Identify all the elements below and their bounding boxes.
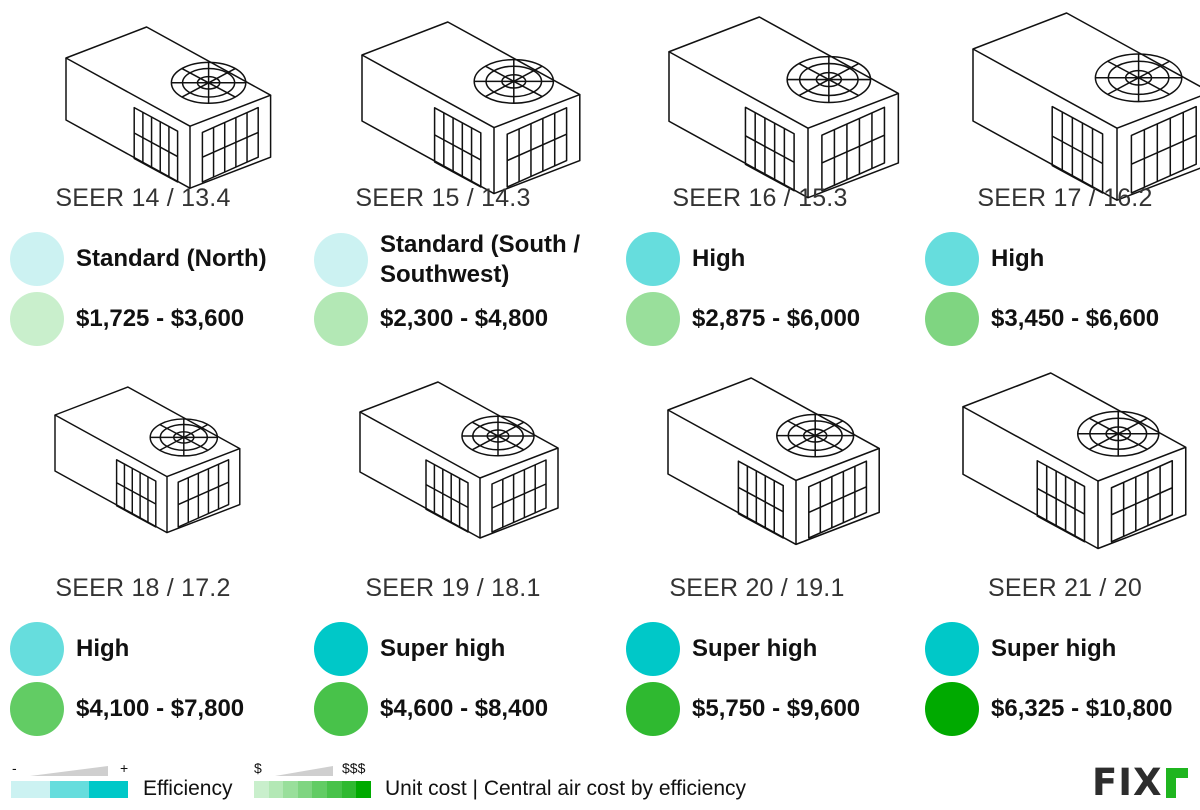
cost-row: $1,725 - $3,600 (10, 292, 244, 346)
ac-unit-icon (304, 381, 604, 560)
efficiency-label: Standard (North) (76, 245, 267, 272)
ac-unit-icon (616, 377, 916, 560)
efficiency-scale-bar (11, 781, 128, 798)
efficiency-dot (925, 232, 979, 286)
cost-dot (10, 682, 64, 736)
cost-min-label: $ (254, 760, 262, 776)
seer-rating: SEER 20 / 19.1 (669, 574, 845, 602)
efficiency-label: Standard (South / Southwest) (380, 231, 580, 288)
cost-dot (314, 292, 368, 346)
efficiency-dot (314, 233, 368, 287)
cost-dot (626, 292, 680, 346)
ac-unit-icon (616, 0, 916, 199)
efficiency-row: Super high (314, 622, 505, 676)
efficiency-label: High (991, 245, 1045, 272)
cost-row: $3,450 - $6,600 (925, 292, 1159, 346)
efficiency-ramp-icon (30, 766, 108, 776)
seer-rating: SEER 18 / 17.2 (55, 574, 231, 602)
efficiency-row: Standard (South / Southwest) (314, 230, 580, 290)
seer-rating: SEER 19 / 18.1 (365, 574, 541, 602)
seer-rating: SEER 17 / 16.2 (977, 184, 1153, 212)
cost-scale-bar (254, 781, 371, 798)
efficiency-min-label: - (12, 760, 17, 776)
efficiency-label: High (692, 245, 746, 272)
efficiency-label: Super high (692, 635, 818, 662)
cost-range: $1,725 - $3,600 (76, 305, 245, 332)
cost-range: $2,875 - $6,000 (692, 305, 861, 332)
ac-unit-icon (0, 386, 300, 560)
cost-range: $2,300 - $4,800 (380, 305, 549, 332)
cost-range: $4,100 - $7,800 (76, 695, 245, 722)
cost-dot (925, 292, 979, 346)
ac-unit-icon (304, 0, 604, 195)
cost-range: $6,325 - $10,800 (991, 695, 1173, 722)
logo-r-mark-icon (1165, 768, 1188, 798)
cost-dot (314, 682, 368, 736)
cost-row: $2,300 - $4,800 (314, 292, 548, 346)
efficiency-dot (10, 232, 64, 286)
legend: - + Efficiency $ $$$ Unit cost | Central… (0, 760, 1200, 810)
efficiency-label: Super high (380, 635, 506, 662)
efficiency-label: High (76, 635, 130, 662)
seer-rating: SEER 21 / 20 (988, 574, 1142, 602)
cost-max-label: $$$ (342, 760, 366, 776)
cost-row: $5,750 - $9,600 (626, 682, 860, 736)
seer-rating: SEER 14 / 13.4 (55, 184, 231, 212)
cost-ramp-icon (275, 766, 333, 776)
efficiency-label: Super high (991, 635, 1117, 662)
cost-range: $4,600 - $8,400 (380, 695, 549, 722)
efficiency-legend-label: Efficiency (143, 777, 233, 800)
cost-row: $4,100 - $7,800 (10, 682, 244, 736)
efficiency-row: Super high (925, 622, 1116, 676)
ac-unit-icon (915, 372, 1200, 560)
efficiency-dot (925, 622, 979, 676)
cost-legend-label: Unit cost | Central air cost by efficien… (385, 777, 747, 800)
cost-row: $6,325 - $10,800 (925, 682, 1173, 736)
ac-unit-icon (0, 0, 300, 189)
efficiency-max-label: + (120, 760, 129, 776)
cost-dot (10, 292, 64, 346)
efficiency-row: High (10, 622, 129, 676)
cost-range: $5,750 - $9,600 (692, 695, 861, 722)
seer-rating: SEER 15 / 14.3 (355, 184, 531, 212)
cost-row: $4,600 - $8,400 (314, 682, 548, 736)
seer-rating: SEER 16 / 15.3 (672, 184, 848, 212)
fixr-logo: FIX (1092, 764, 1188, 801)
efficiency-dot (314, 622, 368, 676)
cost-dot (925, 682, 979, 736)
cost-dot (626, 682, 680, 736)
efficiency-dot (10, 622, 64, 676)
cost-range: $3,450 - $6,600 (991, 305, 1160, 332)
efficiency-dot (626, 232, 680, 286)
efficiency-row: High (626, 232, 745, 286)
efficiency-row: Super high (626, 622, 817, 676)
ac-unit-icon (915, 0, 1200, 201)
efficiency-dot (626, 622, 680, 676)
cost-row: $2,875 - $6,000 (626, 292, 860, 346)
logo-text: FIX (1092, 761, 1163, 804)
efficiency-row: Standard (North) (10, 232, 267, 286)
efficiency-row: High (925, 232, 1044, 286)
